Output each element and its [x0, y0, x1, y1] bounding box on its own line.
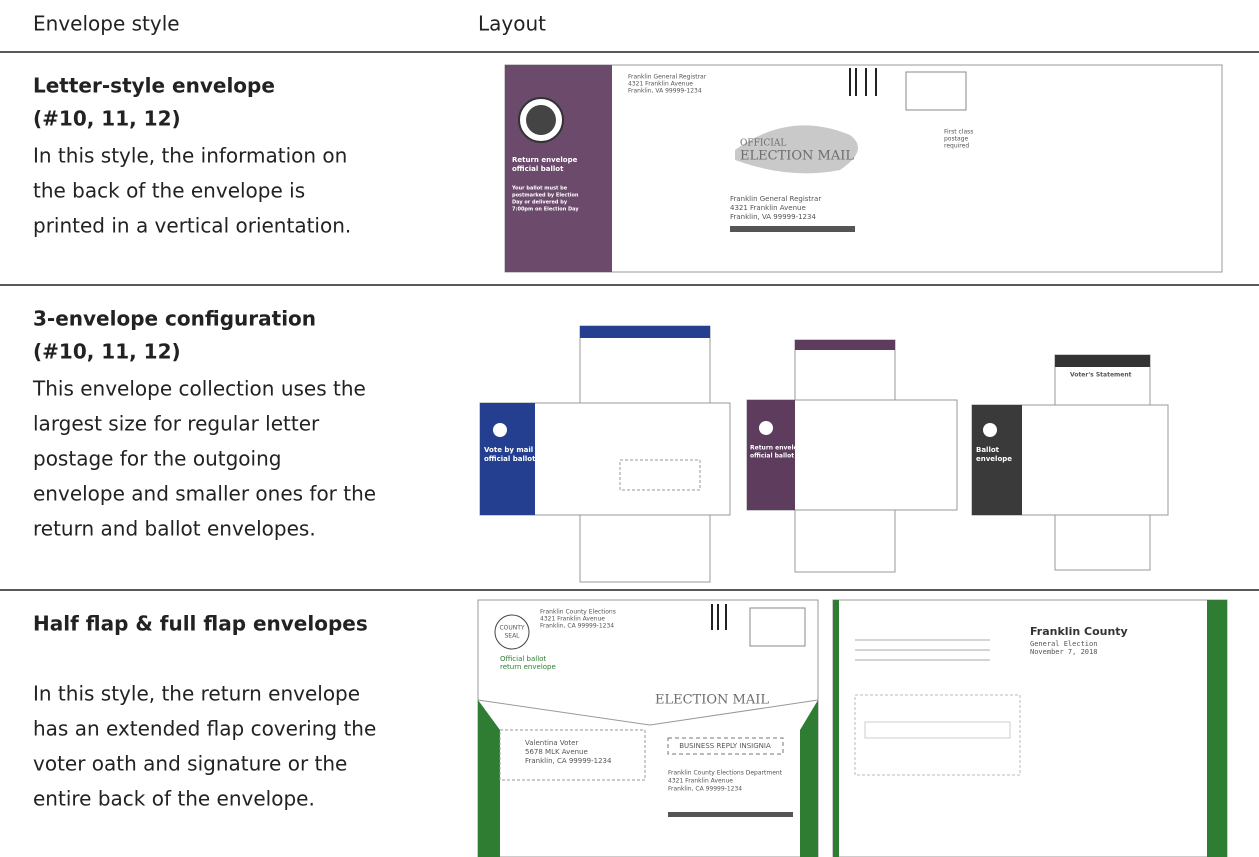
- panel-note: 7:00pm on Election Day: [512, 207, 579, 213]
- sender: 4321 Franklin Avenue: [540, 616, 605, 623]
- election: November 7, 2018: [1030, 648, 1097, 656]
- row-body: return and ballot envelopes.: [33, 517, 316, 541]
- seal: COUNTY: [499, 625, 524, 632]
- row-body: largest size for regular letter: [33, 412, 320, 436]
- mail-mark: OFFICIAL: [740, 139, 786, 149]
- row-body: In this style, the return envelope: [33, 682, 360, 706]
- voter-address: Valentina Voter: [525, 739, 578, 747]
- row-body: postage for the outgoing: [33, 447, 281, 471]
- row-title: Half flap & full flap envelopes: [33, 612, 368, 636]
- envelope-label: Vote by mail: [484, 446, 533, 454]
- row-title: Letter-style envelope: [33, 74, 275, 98]
- envelope-label: return envelope: [500, 663, 556, 671]
- recipient: Franklin, VA 99999-1234: [730, 213, 816, 221]
- panel-note: Your ballot must be: [511, 186, 568, 192]
- recipient: Franklin General Registrar: [730, 195, 821, 203]
- recipient: Franklin, CA 99999-1234: [668, 786, 742, 793]
- row-body: voter oath and signature or the: [33, 752, 347, 776]
- panel-label: Return envelope: [512, 156, 578, 164]
- row-body: printed in a vertical orientation.: [33, 214, 351, 238]
- mail-mark: ELECTION MAIL: [655, 693, 769, 708]
- row-title: 3-envelope configuration: [33, 307, 316, 331]
- envelope-label: official ballot: [750, 453, 794, 460]
- sender: Franklin County Elections: [540, 609, 616, 616]
- insignia: BUSINESS REPLY INSIGNIA: [679, 742, 771, 750]
- row-body: This envelope collection uses the: [32, 377, 366, 401]
- recipient: 4321 Franklin Avenue: [730, 204, 806, 212]
- row-body: envelope and smaller ones for the: [33, 482, 376, 506]
- row-body: has an extended flap covering the: [33, 717, 376, 741]
- county-title: Franklin County: [1030, 625, 1128, 638]
- sender: Franklin, CA 99999-1234: [540, 623, 614, 630]
- panel-note: Day or delivered by: [512, 200, 568, 206]
- sender: Franklin, VA 99999-1234: [628, 88, 702, 95]
- envelope-label: Official ballot: [500, 655, 546, 663]
- postage: required: [944, 143, 969, 150]
- recipient: Franklin County Elections Department: [668, 770, 783, 777]
- row-body: entire back of the envelope.: [33, 787, 315, 811]
- postage: postage: [944, 136, 968, 143]
- three-envelopes: Vote by mail official ballot Return enve…: [479, 325, 1169, 583]
- panel-note: postmarked by Election: [512, 193, 579, 199]
- envelope-label: Ballot: [976, 446, 1000, 454]
- sender: 4321 Franklin Avenue: [628, 81, 693, 88]
- mail-mark: ELECTION MAIL: [740, 149, 854, 164]
- election: General Election: [1030, 640, 1097, 648]
- statement-title: Voter's Statement: [1070, 372, 1132, 379]
- row-body: In this style, the information on: [33, 144, 347, 168]
- full-flap-envelope: Franklin County General Election Novembe…: [832, 599, 1228, 857]
- row-body: the back of the envelope is: [33, 179, 305, 203]
- voter-address: Franklin, CA 99999-1234: [525, 757, 612, 765]
- postage: First class: [944, 129, 973, 136]
- sender: Franklin General Registrar: [628, 74, 707, 81]
- letter-envelope: Return envelope official ballot Your bal…: [504, 64, 1223, 273]
- column-header: Envelope style: [33, 12, 180, 36]
- row-title: (#10, 11, 12): [33, 107, 181, 131]
- recipient: 4321 Franklin Avenue: [668, 778, 733, 785]
- half-flap-envelope: COUNTY SEAL Franklin County Elections 43…: [477, 599, 819, 857]
- envelope-label: official ballot: [484, 455, 536, 463]
- envelope-label: envelope: [976, 455, 1012, 463]
- seal: SEAL: [504, 633, 520, 640]
- voter-address: 5678 MLK Avenue: [525, 748, 588, 756]
- column-header: Layout: [478, 12, 546, 36]
- row-title: (#10, 11, 12): [33, 340, 181, 364]
- panel-label: official ballot: [512, 165, 564, 173]
- envelope-label: Return envelope: [750, 445, 806, 452]
